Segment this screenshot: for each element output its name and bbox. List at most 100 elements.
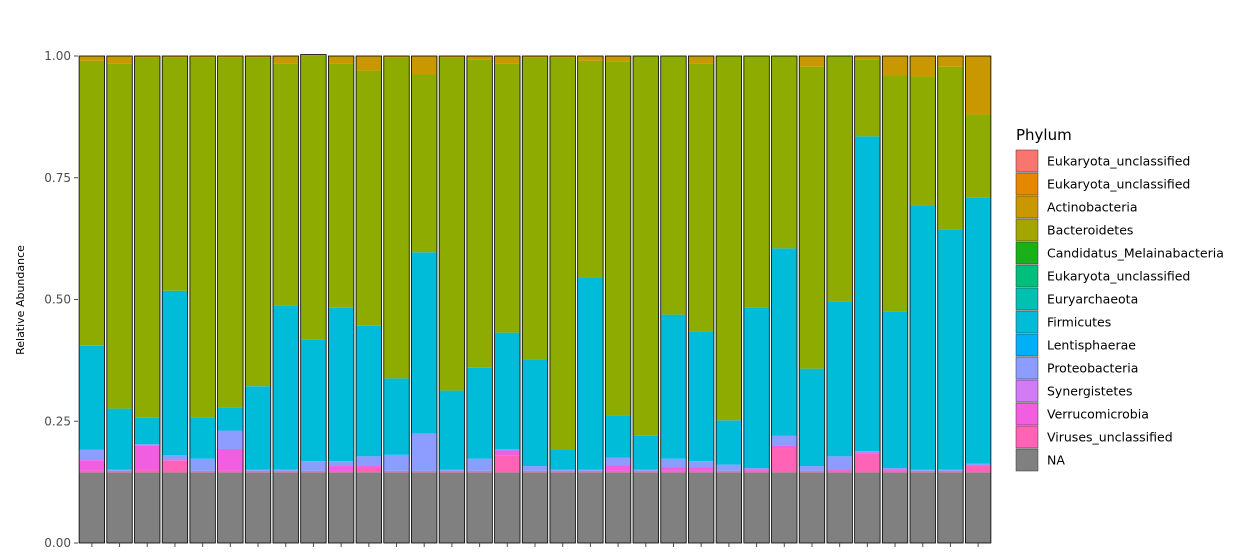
bar-segment-na	[466, 472, 493, 543]
bar-segment-firmicutes	[79, 345, 105, 450]
bar-sample-24	[715, 55, 743, 544]
bar-segment-na	[494, 472, 521, 543]
bar-segment-proteo	[189, 458, 216, 471]
bar-sample-13	[411, 55, 438, 544]
bar-segment-bacteroidetes	[106, 63, 133, 409]
bar-segment-verruco	[356, 466, 382, 468]
bar-segment-verruco	[134, 445, 160, 470]
bar-segment-viruses	[411, 470, 437, 473]
bar-segment-na	[106, 472, 133, 543]
legend-item: Viruses_unclassified	[1015, 425, 1173, 449]
bar-segment-na	[743, 472, 770, 543]
bar-segment-firmicutes	[549, 449, 576, 470]
bar-segment-na	[660, 472, 687, 543]
bar-segment-viruses	[577, 470, 604, 473]
bar-segment-actino	[106, 56, 133, 64]
bar-segment-proteo	[522, 466, 548, 471]
legend-label: Bacteroidetes	[1047, 223, 1133, 238]
bar-segment-proteo	[771, 435, 798, 446]
bar-sample-26	[771, 55, 798, 544]
legend-swatch	[1015, 241, 1039, 265]
bar-sample-33	[965, 55, 992, 544]
bar-segment-viruses	[716, 470, 742, 473]
bar-segment-firmicutes	[854, 136, 881, 451]
bar-segment-viruses	[549, 470, 576, 473]
bar-segment-na	[688, 472, 714, 543]
bar-segment-verruco	[743, 469, 770, 471]
bar-segment-viruses	[771, 448, 798, 473]
legend-label: Verrucomicrobia	[1047, 407, 1149, 422]
bar-segment-viruses	[522, 470, 548, 473]
bar-segment-firmicutes	[189, 417, 216, 459]
bar-segment-viruses	[937, 470, 964, 473]
bar-segment-viruses	[439, 470, 465, 473]
bar-segment-actino	[439, 56, 465, 58]
legend-item: Eukaryota_unclassified	[1015, 149, 1190, 173]
bar-segment-proteo	[217, 430, 244, 450]
bar-segment-bacteroidetes	[356, 70, 382, 326]
bar-segment-na	[799, 472, 825, 543]
bar-segment-bacteroidetes	[300, 56, 327, 340]
bar-segment-actino	[272, 56, 299, 64]
legend-swatch	[1015, 310, 1039, 334]
bar-sample-22	[660, 55, 687, 544]
bar-segment-na	[134, 472, 160, 543]
bar-segment-na	[300, 472, 327, 543]
bar-segment-bacteroidetes	[688, 63, 714, 332]
bar-segment-proteo	[245, 469, 271, 471]
bar-sample-30	[881, 55, 909, 544]
bar-segment-actino	[494, 56, 521, 64]
bar-segment-viruses	[217, 470, 244, 473]
bar-segment-proteo	[688, 461, 714, 468]
legend-swatch	[1015, 287, 1039, 311]
bar-segment-firmicutes	[937, 229, 964, 470]
bar-segment-firmicutes	[910, 206, 936, 470]
bars-layer	[78, 54, 992, 544]
bar-segment-actino	[854, 56, 881, 60]
bar-segment-verruco	[882, 469, 908, 471]
bar-segment-actino	[411, 56, 437, 75]
legend-label: Viruses_unclassified	[1047, 430, 1173, 445]
legend-label: Firmicutes	[1047, 315, 1111, 330]
bar-segment-na	[854, 472, 881, 543]
bar-segment-proteo	[411, 433, 437, 471]
bar-segment-viruses	[79, 470, 105, 473]
legend-label: Lentisphaerae	[1047, 338, 1136, 353]
legend-item: Actinobacteria	[1015, 195, 1137, 219]
bar-sample-20	[604, 55, 632, 544]
bar-segment-proteo	[716, 464, 742, 471]
bar-sample-28	[826, 55, 853, 544]
legend-swatch	[1015, 218, 1039, 242]
bar-segment-na	[272, 472, 299, 543]
bar-segment-firmicutes	[522, 359, 548, 467]
bar-segment-bacteroidetes	[522, 57, 548, 360]
bar-segment-bacteroidetes	[743, 56, 770, 308]
legend-title: Phylum	[1016, 126, 1072, 144]
bar-segment-verruco	[328, 466, 354, 471]
bar-segment-actino	[162, 56, 188, 58]
bar-sample-2	[106, 55, 133, 544]
bar-segment-verruco	[826, 469, 853, 471]
bar-segment-na	[439, 472, 465, 543]
legend-label: Eukaryota_unclassified	[1047, 177, 1190, 192]
bar-segment-bacteroidetes	[189, 57, 216, 418]
legend-swatch	[1015, 264, 1039, 288]
bar-segment-bacteroidetes	[633, 56, 659, 436]
y-tick-label: 1.00	[44, 49, 71, 63]
bar-segment-proteo	[79, 449, 105, 461]
bar-segment-actino	[383, 56, 410, 58]
bar-segment-proteo	[328, 461, 354, 467]
legend-swatch	[1015, 402, 1039, 426]
bar-segment-firmicutes	[162, 290, 188, 456]
bar-segment-actino	[328, 56, 354, 64]
bar-segment-proteo	[439, 469, 465, 471]
legend-item: Firmicutes	[1015, 310, 1111, 334]
bar-segment-actino	[134, 56, 160, 58]
bar-segment-proteo	[854, 450, 881, 453]
legend-swatch	[1015, 425, 1039, 449]
bar-segment-proteo	[466, 458, 493, 471]
bar-segment-firmicutes	[660, 314, 687, 459]
bar-segment-bacteroidetes	[383, 57, 410, 379]
bar-segment-viruses	[494, 455, 521, 473]
y-tick-label: 0.25	[44, 414, 71, 428]
